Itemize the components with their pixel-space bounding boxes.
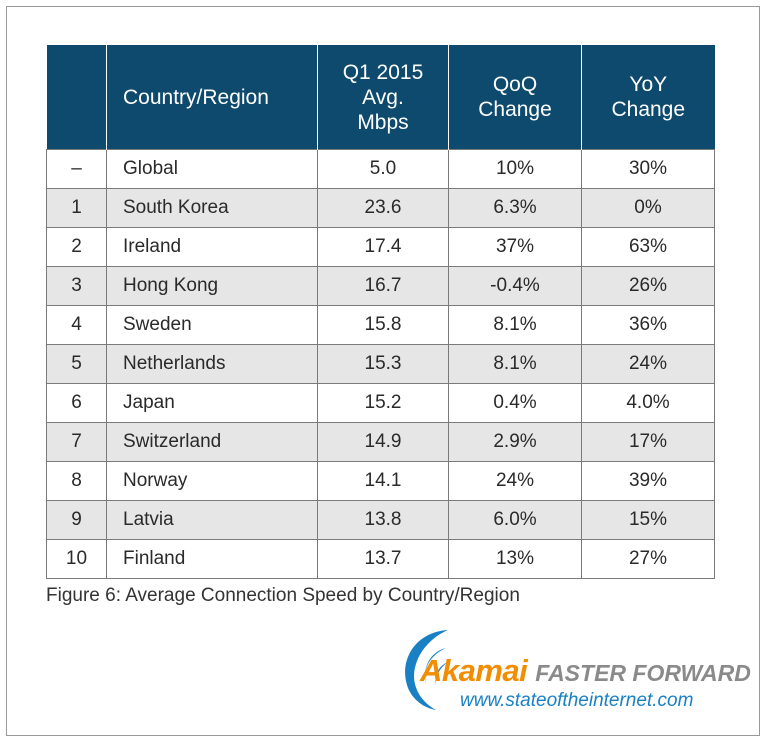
avg-speed-cell: 14.9 (317, 422, 449, 462)
avg-speed-cell: 5.0 (317, 149, 449, 189)
qoq-change-cell: 2.9% (448, 422, 582, 462)
avg-speed-cell: 13.8 (317, 500, 449, 540)
table-row: 6 Japan 15.2 0.4% 4.0% (46, 383, 715, 423)
country-cell: Norway (106, 461, 318, 501)
yoy-change-cell: 0% (581, 188, 715, 228)
table-row: 5 Netherlands 15.3 8.1% 24% (46, 344, 715, 384)
qoq-change-cell: 8.1% (448, 305, 582, 345)
qoq-change-cell: 6.3% (448, 188, 582, 228)
table-row: 4 Sweden 15.8 8.1% 36% (46, 305, 715, 345)
rank-cell: 4 (46, 305, 107, 345)
akamai-logo: Akamai FASTER FORWARD (420, 653, 751, 689)
qoq-change-cell: 13% (448, 539, 582, 579)
rank-cell: 2 (46, 227, 107, 267)
country-cell: Switzerland (106, 422, 318, 462)
yoy-change-cell: 39% (581, 461, 715, 501)
rank-cell: – (46, 149, 107, 189)
rank-cell: 8 (46, 461, 107, 501)
yoy-change-cell: 26% (581, 266, 715, 306)
yoy-change-cell: 4.0% (581, 383, 715, 423)
country-cell: Netherlands (106, 344, 318, 384)
country-cell: Japan (106, 383, 318, 423)
table-row: 2 Ireland 17.4 37% 63% (46, 227, 715, 267)
country-column-header: Country/Region (106, 45, 318, 150)
avg-speed-cell: 15.2 (317, 383, 449, 423)
table-row: 8 Norway 14.1 24% 39% (46, 461, 715, 501)
data-table: Country/Region Q1 2015 Avg. Mbps QoQ Change… (46, 45, 715, 579)
avg-speed-cell: 15.8 (317, 305, 449, 345)
rank-cell: 3 (46, 266, 107, 306)
rank-cell: 7 (46, 422, 107, 462)
website-url: www.stateoftheinternet.com (460, 690, 694, 711)
yoy-change-cell: 27% (581, 539, 715, 579)
table-row: 1 South Korea 23.6 6.3% 0% (46, 188, 715, 228)
qoq-change-cell: 6.0% (448, 500, 582, 540)
qoq-column-header: QoQ Change (448, 45, 582, 150)
country-cell: Finland (106, 539, 318, 579)
yoy-change-cell: 24% (581, 344, 715, 384)
table-row: – Global 5.0 10% 30% (46, 149, 715, 189)
table-row: 9 Latvia 13.8 6.0% 15% (46, 500, 715, 540)
table-header-row: Country/Region Q1 2015 Avg. Mbps QoQ Change… (46, 45, 715, 150)
country-cell: Global (106, 149, 318, 189)
avg-speed-cell: 17.4 (317, 227, 449, 267)
yoy-change-cell: 15% (581, 500, 715, 540)
qoq-change-cell: 10% (448, 149, 582, 189)
akamai-wave-icon (405, 630, 448, 710)
country-cell: Latvia (106, 500, 318, 540)
country-cell: South Korea (106, 188, 318, 228)
figure-caption: Figure 6: Average Connection Speed by Co… (46, 585, 520, 606)
hatched-corner-cell (46, 45, 107, 150)
qoq-change-cell: -0.4% (448, 266, 582, 306)
brand-tagline: FASTER FORWARD (535, 660, 751, 686)
table-row: 10 Finland 13.7 13% 27% (46, 539, 715, 579)
country-cell: Sweden (106, 305, 318, 345)
country-cell: Hong Kong (106, 266, 318, 306)
rank-cell: 9 (46, 500, 107, 540)
qoq-change-cell: 24% (448, 461, 582, 501)
table-row: 7 Switzerland 14.9 2.9% 17% (46, 422, 715, 462)
rank-cell: 1 (46, 188, 107, 228)
yoy-change-cell: 17% (581, 422, 715, 462)
avg-speed-cell: 16.7 (317, 266, 449, 306)
qoq-change-cell: 0.4% (448, 383, 582, 423)
rank-cell: 6 (46, 383, 107, 423)
avg-speed-cell: 15.3 (317, 344, 449, 384)
table-row: 3 Hong Kong 16.7 -0.4% 26% (46, 266, 715, 306)
qoq-change-cell: 8.1% (448, 344, 582, 384)
yoy-change-cell: 63% (581, 227, 715, 267)
avg-speed-cell: 14.1 (317, 461, 449, 501)
brand-name: Akamai (420, 653, 528, 688)
rank-cell: 5 (46, 344, 107, 384)
qoq-change-cell: 37% (448, 227, 582, 267)
avg-speed-column-header: Q1 2015 Avg. Mbps (317, 45, 449, 150)
yoy-change-cell: 36% (581, 305, 715, 345)
avg-speed-cell: 13.7 (317, 539, 449, 579)
country-cell: Ireland (106, 227, 318, 267)
rank-cell: 10 (46, 539, 107, 579)
avg-speed-cell: 23.6 (317, 188, 449, 228)
yoy-change-cell: 30% (581, 149, 715, 189)
yoy-column-header: YoY Change (581, 45, 715, 150)
